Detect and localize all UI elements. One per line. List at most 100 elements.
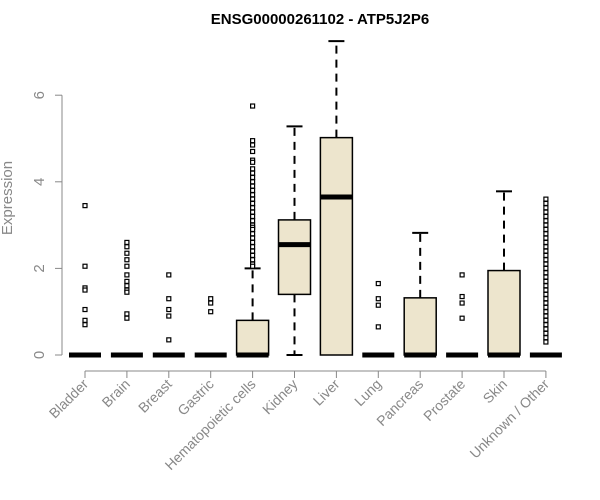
outlier-point <box>543 317 549 323</box>
outlier-point <box>375 280 381 287</box>
outlier-point <box>250 174 256 181</box>
x-tick-label: Brain <box>99 376 133 410</box>
outlier-point <box>208 300 214 306</box>
outlier-point <box>543 330 549 336</box>
box-iqr <box>277 219 312 296</box>
box-bladder <box>69 203 101 358</box>
box-skin <box>487 190 521 358</box>
x-tick-label: Prostate <box>420 376 468 424</box>
outlier-point <box>250 218 256 224</box>
outlier-point <box>543 257 549 263</box>
outlier-point <box>166 306 172 313</box>
outlier-point <box>543 291 549 297</box>
outlier-point <box>543 226 549 233</box>
outlier-point <box>543 209 549 215</box>
x-tick-label: Liver <box>310 376 343 409</box>
outlier-point <box>459 300 465 306</box>
outlier-point <box>543 326 549 332</box>
outlier-point <box>82 306 88 313</box>
outlier-point <box>543 313 549 319</box>
outlier-point <box>543 231 549 237</box>
x-tick-label: Breast <box>135 376 175 416</box>
outlier-point <box>543 339 549 345</box>
box-prostate <box>446 272 479 358</box>
box-kidney <box>277 125 312 356</box>
box-pancreas <box>403 231 437 358</box>
y-axis-label: Expression <box>0 161 16 235</box>
x-tick-label: Bladder <box>46 376 92 422</box>
outlier-point <box>459 272 465 278</box>
x-tick-label: Lung <box>351 376 384 409</box>
outlier-point <box>543 265 549 271</box>
axes: 0 2 4 6 <box>31 91 547 378</box>
outlier-point <box>543 278 549 284</box>
outlier-point <box>543 213 549 220</box>
box-breast <box>152 272 185 358</box>
outlier-point <box>375 296 381 302</box>
outlier-point <box>543 235 549 241</box>
y-tick-label: 4 <box>31 178 48 186</box>
box-iqr <box>319 136 354 356</box>
outlier-point <box>250 252 256 259</box>
outlier-point <box>124 283 130 289</box>
outlier-point <box>543 296 549 302</box>
box-liver <box>319 40 354 356</box>
outlier-point <box>543 283 549 289</box>
outlier-point <box>250 166 256 172</box>
outlier-point <box>124 289 130 295</box>
outlier-point <box>124 244 130 250</box>
box-lung <box>362 280 395 358</box>
outlier-point <box>124 278 130 284</box>
outlier-point <box>543 205 549 211</box>
outlier-point <box>250 187 256 194</box>
outlier-point <box>250 148 256 155</box>
outlier-point <box>250 231 256 237</box>
outlier-point <box>250 213 256 220</box>
outlier-point <box>124 311 130 317</box>
outlier-point <box>250 170 256 176</box>
outlier-point <box>82 203 88 209</box>
outlier-point <box>250 192 256 198</box>
outlier-point <box>375 302 381 308</box>
outlier-point <box>250 138 256 144</box>
outlier-point <box>250 235 256 241</box>
outlier-point <box>543 287 549 293</box>
chart-title: ENSG00000261102 - ATP5J2P6 <box>211 11 429 28</box>
outlier-point <box>250 239 256 246</box>
outlier-point <box>250 103 256 109</box>
outlier-point <box>543 322 549 328</box>
outlier-point <box>124 239 130 246</box>
outlier-point <box>543 252 549 259</box>
outlier-point <box>459 293 465 300</box>
outlier-point <box>543 218 549 224</box>
outlier-point <box>250 159 256 165</box>
x-tick-label: Skin <box>480 376 511 407</box>
outlier-point <box>250 263 256 269</box>
outlier-point <box>543 239 549 246</box>
outlier-point <box>82 317 88 323</box>
y-tick-label: 0 <box>31 351 48 359</box>
box-brain <box>110 239 143 358</box>
outlier-point <box>459 315 465 321</box>
outlier-point <box>166 337 172 343</box>
outlier-point <box>124 263 130 269</box>
outlier-point <box>543 200 549 207</box>
outlier-point <box>208 309 214 315</box>
box-iqr <box>403 297 437 356</box>
outlier-point <box>82 322 88 328</box>
outlier-point <box>543 304 549 310</box>
y-tick-label: 2 <box>31 264 48 272</box>
outlier-point <box>543 274 549 280</box>
outlier-point <box>124 257 130 263</box>
outlier-point <box>250 183 256 189</box>
outlier-point <box>166 313 172 319</box>
outlier-point <box>543 261 549 267</box>
outlier-point <box>208 296 214 302</box>
outlier-point <box>543 270 549 276</box>
outlier-point <box>250 209 256 215</box>
outlier-point <box>124 315 130 321</box>
outlier-point <box>543 300 549 306</box>
box-gastric <box>194 296 227 358</box>
outlier-point <box>250 257 256 263</box>
